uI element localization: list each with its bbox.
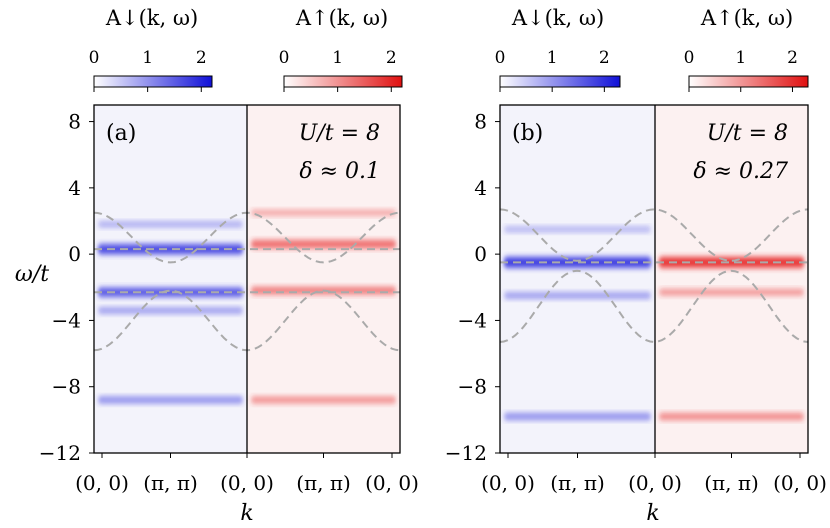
colorbar-tick: 1	[547, 48, 558, 68]
colorbar-tick: 2	[787, 48, 798, 68]
spin-down-background	[500, 105, 655, 453]
spin-up-band	[251, 239, 396, 249]
x-tick-label: (0, 0)	[481, 471, 535, 495]
y-tick-labels: −12 −8 −4 0 4 8	[445, 110, 487, 465]
spin-up-band	[251, 209, 396, 216]
y-tick-label: −8	[458, 375, 487, 399]
x-tick-label: (π, π)	[296, 471, 351, 495]
colorbar-title: A↓(k, ω)	[105, 6, 198, 30]
y-tick-label: −12	[39, 441, 81, 465]
spin-down-band	[504, 292, 651, 299]
spin-down-band	[98, 307, 243, 314]
colorbar-tick: 1	[332, 48, 343, 68]
spin-up-band	[659, 412, 804, 421]
panel-a: (a) U/t = 8 δ ≈ 0.1 ω/t k −12 −8 −4 0 4 …	[15, 104, 419, 526]
spin-up-band	[659, 256, 804, 268]
colorbar-title: A↑(k, ω)	[700, 6, 793, 30]
x-tick-label: (π, π)	[550, 471, 605, 495]
y-tick-label: 4	[474, 176, 487, 200]
spin-up-band	[251, 396, 396, 404]
y-tick-labels: −12 −8 −4 0 4 8	[39, 110, 81, 465]
y-tick-label: −8	[52, 375, 81, 399]
spin-down-band	[98, 396, 243, 404]
spin-down-band	[98, 221, 243, 228]
colorbar-spin-down-a: A↓(k, ω) 0 1 2	[89, 6, 213, 92]
spin-down-band	[504, 256, 651, 268]
panel-label: (b)	[512, 121, 543, 146]
spectral-heatmap	[94, 105, 400, 453]
colorbar-tick: 2	[386, 48, 397, 68]
y-axis-label: ω/t	[15, 262, 49, 287]
x-tick-label: (0, 0)	[220, 471, 274, 495]
spin-down-band	[98, 243, 243, 255]
colorbar-tick: 0	[495, 48, 506, 68]
spin-down-band	[98, 287, 243, 298]
x-tick-label: (0, 0)	[365, 471, 419, 495]
colorbar-tick: 1	[735, 48, 746, 68]
annotation-doping: δ ≈ 0.1	[299, 159, 380, 184]
y-tick-label: 4	[68, 176, 81, 200]
colorbar-title: A↑(k, ω)	[295, 6, 388, 30]
x-axis-label: k	[240, 501, 253, 526]
colorbar-gradient	[499, 75, 621, 88]
y-tick-label: −12	[445, 441, 487, 465]
spin-up-background	[247, 105, 400, 453]
colorbar-spin-down-b: A↓(k, ω) 0 1 2	[495, 6, 621, 92]
dashed-lower-dispersion	[500, 269, 808, 344]
colorbar-tick: 2	[196, 48, 207, 68]
annotation-interaction: U/t = 8	[707, 121, 788, 146]
x-tick-label: (0, 0)	[75, 471, 129, 495]
y-tick-label: −4	[458, 308, 487, 332]
x-tick-label: (0, 0)	[628, 471, 682, 495]
colorbar-gradient	[93, 75, 213, 88]
dashed-dispersion-curves	[500, 208, 808, 344]
y-tick-label: 8	[68, 110, 81, 134]
panel-frame	[495, 104, 809, 458]
x-tick-label: (π, π)	[704, 471, 759, 495]
colorbar-tick: 0	[684, 48, 695, 68]
axes-border	[499, 104, 809, 454]
colorbar-tick: 2	[599, 48, 610, 68]
spin-down-band	[504, 226, 651, 233]
colorbar-tick: 1	[142, 48, 153, 68]
x-tick-labels: (0, 0) (π, π) (0, 0) (π, π) (0, 0)	[75, 471, 419, 495]
panel-label: (a)	[106, 121, 136, 146]
annotation-interaction: U/t = 8	[299, 121, 380, 146]
x-tick-label: (0, 0)	[773, 471, 827, 495]
spin-down-band	[504, 412, 651, 421]
colorbar-tick: 0	[279, 48, 290, 68]
y-tick-label: 0	[474, 242, 487, 266]
colorbar-spin-up-a: A↑(k, ω) 0 1 2	[279, 6, 403, 92]
spin-down-background	[94, 105, 247, 453]
x-tick-label: (π, π)	[143, 471, 198, 495]
x-axis-label: k	[646, 501, 659, 526]
y-tick-label: 0	[68, 242, 81, 266]
panel-b: (b) U/t = 8 δ ≈ 0.27 k −12 −8 −4 0 4 8 (…	[445, 104, 827, 526]
colorbar-gradient	[688, 75, 809, 88]
annotation-doping: δ ≈ 0.27	[693, 159, 788, 184]
colorbar-tick: 0	[89, 48, 100, 68]
spin-up-band	[659, 288, 804, 296]
panel-frame	[89, 104, 401, 458]
y-tick-label: 8	[474, 110, 487, 134]
dashed-upper-dispersion	[500, 208, 808, 262]
spin-up-background	[655, 105, 808, 453]
x-tick-labels: (0, 0) (π, π) (0, 0) (π, π) (0, 0)	[481, 471, 827, 495]
colorbar-gradient	[283, 75, 403, 88]
colorbar-spin-up-b: A↑(k, ω) 0 1 2	[684, 6, 809, 92]
y-tick-label: −4	[52, 308, 81, 332]
spectral-heatmap	[500, 105, 808, 453]
colorbar-title: A↓(k, ω)	[511, 6, 604, 30]
